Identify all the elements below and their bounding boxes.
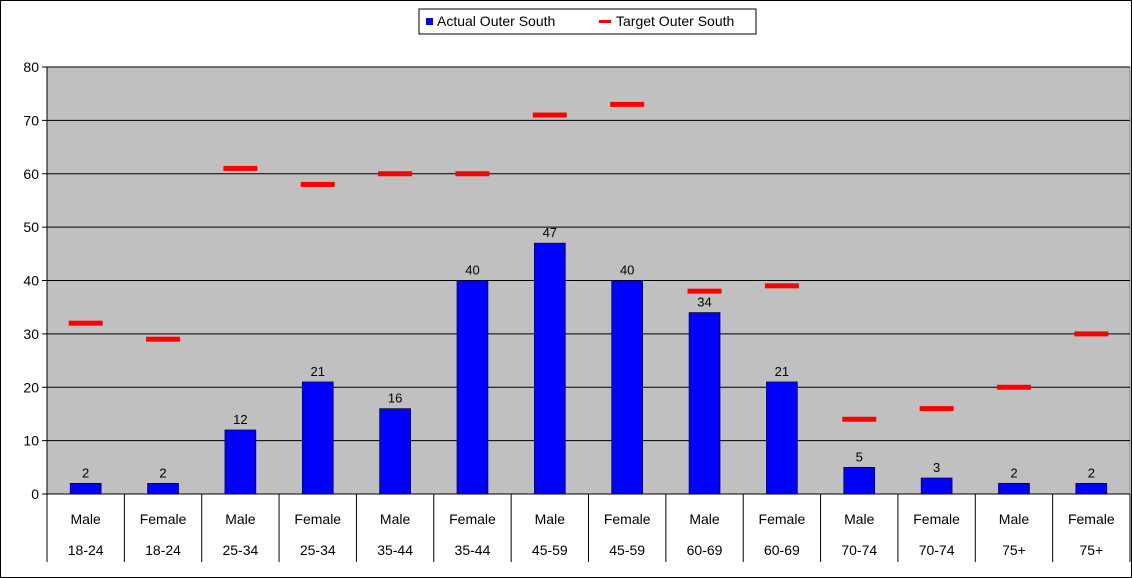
y-tick-label: 60 bbox=[23, 166, 39, 182]
data-label-actual: 47 bbox=[543, 225, 557, 240]
data-label-actual: 40 bbox=[465, 263, 479, 278]
bar-actual bbox=[920, 477, 953, 495]
data-label-actual: 2 bbox=[159, 465, 166, 480]
data-label-actual: 3 bbox=[933, 460, 940, 475]
y-tick-label: 70 bbox=[23, 112, 39, 128]
bar-actual bbox=[379, 408, 411, 495]
y-tick-label: 80 bbox=[23, 59, 39, 75]
x-tick-label-sex: Male bbox=[844, 511, 875, 527]
y-tick-label: 20 bbox=[23, 379, 39, 395]
marker-target bbox=[532, 112, 567, 118]
y-tick-label: 10 bbox=[23, 433, 39, 449]
legend-label-target: Target Outer South bbox=[616, 13, 734, 29]
x-tick-label-age: 70-74 bbox=[841, 542, 877, 558]
y-tick-label: 30 bbox=[23, 326, 39, 342]
marker-target bbox=[1074, 331, 1109, 337]
y-tick-label: 40 bbox=[23, 273, 39, 289]
x-tick-label-age: 18-24 bbox=[68, 542, 104, 558]
y-tick-label: 50 bbox=[23, 219, 39, 235]
data-label-actual: 2 bbox=[1088, 465, 1095, 480]
x-tick-label-sex: Male bbox=[225, 511, 256, 527]
data-label-actual: 2 bbox=[1010, 465, 1017, 480]
x-tick-label-sex: Male bbox=[999, 511, 1030, 527]
y-tick-label: 0 bbox=[31, 486, 39, 502]
legend: Actual Outer South Target Outer South bbox=[418, 8, 757, 35]
bar-actual bbox=[1075, 483, 1108, 495]
data-label-actual: 34 bbox=[697, 295, 711, 310]
bar-actual bbox=[766, 381, 798, 495]
legend-box bbox=[418, 8, 757, 35]
data-label-actual: 12 bbox=[233, 412, 247, 427]
marker-target bbox=[300, 181, 335, 187]
data-label-actual: 21 bbox=[311, 364, 325, 379]
marker-target bbox=[764, 283, 799, 289]
x-tick-label-sex: Female bbox=[140, 511, 187, 527]
legend-swatch-actual bbox=[426, 18, 433, 25]
bar-actual bbox=[69, 483, 102, 495]
bar-actual bbox=[224, 429, 257, 495]
marker-target bbox=[842, 416, 877, 422]
data-label-actual: 16 bbox=[388, 391, 402, 406]
x-tick-label-sex: Female bbox=[294, 511, 341, 527]
x-tick-label-sex: Male bbox=[380, 511, 411, 527]
x-tick-label-sex: Female bbox=[759, 511, 806, 527]
x-tick-label-age: 75+ bbox=[1079, 542, 1103, 558]
x-tick-label-age: 75+ bbox=[1002, 542, 1026, 558]
marker-target bbox=[378, 171, 413, 177]
marker-target bbox=[223, 165, 258, 171]
x-tick-label-sex: Female bbox=[449, 511, 496, 527]
data-label-actual: 5 bbox=[856, 449, 863, 464]
marker-target bbox=[68, 320, 103, 326]
marker-target bbox=[687, 288, 722, 294]
bar-actual bbox=[147, 483, 179, 495]
x-tick-label-age: 25-34 bbox=[300, 542, 336, 558]
marker-target bbox=[919, 406, 954, 412]
x-tick-label-sex: Male bbox=[689, 511, 720, 527]
legend-swatch-target bbox=[599, 20, 611, 23]
data-label-actual: 40 bbox=[620, 263, 634, 278]
x-tick-label-sex: Female bbox=[913, 511, 960, 527]
x-tick-label-age: 60-69 bbox=[764, 542, 800, 558]
x-tick-label-age: 45-59 bbox=[609, 542, 645, 558]
bar-actual bbox=[301, 381, 334, 495]
marker-target bbox=[455, 171, 490, 177]
x-tick-label-sex: Female bbox=[1068, 511, 1115, 527]
bar-actual bbox=[456, 280, 489, 495]
bar-actual bbox=[843, 467, 876, 495]
bar-actual bbox=[688, 312, 721, 495]
legend-label-actual: Actual Outer South bbox=[437, 13, 555, 29]
x-tick-label-sex: Male bbox=[70, 511, 101, 527]
x-tick-label-age: 25-34 bbox=[222, 542, 258, 558]
x-tick-label-age: 18-24 bbox=[145, 542, 181, 558]
data-label-actual: 21 bbox=[775, 364, 789, 379]
marker-target bbox=[146, 336, 181, 342]
x-tick-label-age: 70-74 bbox=[919, 542, 955, 558]
x-tick-label-age: 60-69 bbox=[687, 542, 723, 558]
bar-actual bbox=[998, 483, 1030, 495]
marker-target bbox=[996, 384, 1031, 390]
data-label-actual: 2 bbox=[82, 465, 89, 480]
x-tick-label-age: 45-59 bbox=[532, 542, 568, 558]
x-tick-label-sex: Female bbox=[604, 511, 651, 527]
x-tick-label-age: 35-44 bbox=[455, 542, 491, 558]
bar-actual bbox=[611, 280, 643, 495]
x-tick-label-age: 35-44 bbox=[377, 542, 413, 558]
marker-target bbox=[610, 101, 645, 107]
x-tick-label-sex: Male bbox=[535, 511, 566, 527]
bar-actual bbox=[534, 242, 566, 495]
